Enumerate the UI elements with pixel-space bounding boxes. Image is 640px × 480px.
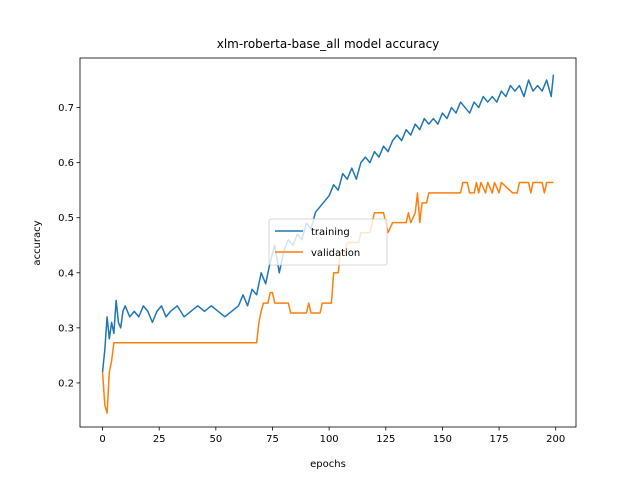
legend-label-validation: validation (311, 248, 360, 259)
legend-label-training: training (311, 227, 350, 238)
y-tick-label: 0.2 (58, 378, 74, 389)
y-tick-label: 0.4 (58, 268, 74, 279)
x-tick-label: 75 (266, 434, 279, 445)
x-tick-label: 175 (490, 434, 509, 445)
y-tick-label: 0.7 (58, 103, 74, 114)
x-tick-label: 200 (546, 434, 565, 445)
x-tick-label: 0 (99, 434, 105, 445)
plot-area: 0 25 50 75 100 125 150 175 200 0.2 0.3 0.4 0.5 0.6 0.7… (58, 57, 577, 445)
y-tick-label: 0.6 (58, 158, 74, 169)
y-tick-label: 0.5 (58, 213, 74, 224)
x-tick-label: 50 (209, 434, 222, 445)
chart-title: xlm-roberta-base_all model accuracy (217, 37, 440, 51)
plot-frame (79, 57, 577, 428)
x-tick-label: 25 (153, 434, 166, 445)
x-tick-label: 150 (433, 434, 452, 445)
x-tick-label: 100 (320, 434, 339, 445)
x-axis-label: epochs (310, 459, 346, 470)
x-tick-label: 125 (376, 434, 395, 445)
validation-line (101, 181, 554, 414)
y-tick-label: 0.3 (58, 323, 74, 334)
training-line (101, 74, 555, 373)
y-axis-label: accuracy (32, 220, 43, 265)
